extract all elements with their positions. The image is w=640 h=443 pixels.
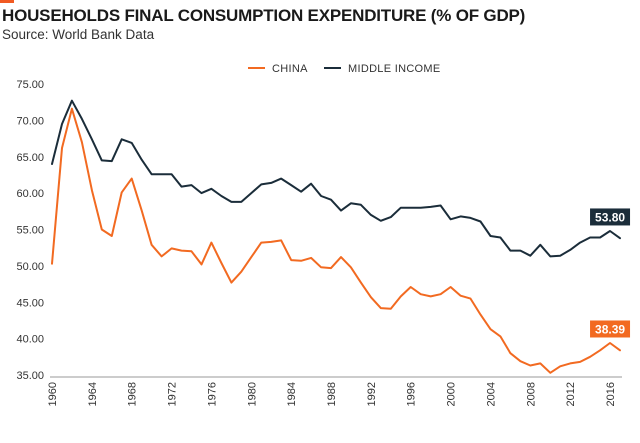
- y-tick-label: 35.00: [16, 370, 44, 382]
- x-tick-label: 1988: [326, 382, 338, 406]
- x-tick-label: 1980: [246, 382, 258, 406]
- y-tick-label: 70.00: [16, 115, 44, 127]
- x-tick-label: 1992: [366, 382, 378, 406]
- x-tick-label: 1996: [406, 382, 418, 406]
- x-tick-label: 2000: [446, 382, 458, 406]
- callout-value-china: 38.39: [595, 322, 625, 336]
- series-line-china: [51, 107, 621, 374]
- x-tick-label: 1960: [47, 382, 59, 406]
- series-line-middle-income: [51, 99, 621, 258]
- x-tick-label: 1972: [167, 382, 179, 406]
- x-tick-label: 1984: [286, 382, 298, 406]
- x-tick-label: 1968: [127, 382, 139, 406]
- legend-label-china: CHINA: [272, 63, 308, 75]
- chart-title: HOUSEHOLDS FINAL CONSUMPTION EXPENDITURE…: [2, 6, 526, 25]
- y-tick-label: 40.00: [16, 334, 44, 346]
- x-tick-label: 2012: [565, 382, 577, 406]
- title-accent-bar: [0, 0, 14, 3]
- x-tick-label: 2004: [485, 382, 497, 406]
- x-tick-label: 2008: [525, 382, 537, 406]
- x-tick-label: 1976: [206, 382, 218, 406]
- x-tick-label: 2016: [605, 382, 617, 406]
- callout-value-middle-income: 53.80: [595, 210, 625, 224]
- x-tick-label: 1964: [87, 382, 99, 406]
- legend-label-middle-income: MIDDLE INCOME: [348, 63, 441, 75]
- callout-box-middle-income: [590, 208, 631, 226]
- y-tick-label: 55.00: [16, 225, 44, 237]
- y-tick-label: 60.00: [16, 188, 44, 200]
- callout-box-china: [590, 320, 631, 338]
- y-tick-label: 65.00: [16, 152, 44, 164]
- chart-subtitle: Source: World Bank Data: [2, 27, 155, 42]
- y-tick-label: 75.00: [16, 79, 44, 91]
- y-tick-label: 45.00: [16, 297, 44, 309]
- y-tick-label: 50.00: [16, 261, 44, 273]
